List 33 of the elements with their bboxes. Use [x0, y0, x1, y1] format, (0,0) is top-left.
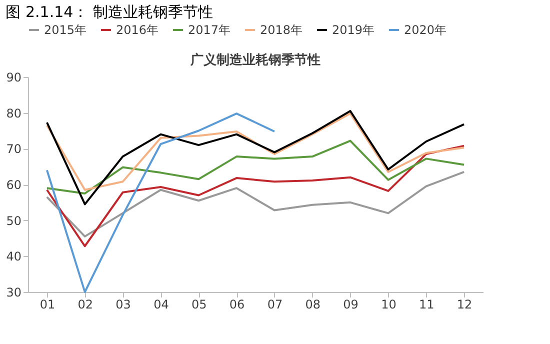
chart-subtitle: 广义制造业耗钢季节性: [190, 52, 320, 68]
y-tick-label: 40: [6, 250, 22, 264]
legend-label: 2018年: [260, 23, 303, 37]
x-tick-label: 08: [305, 298, 321, 312]
x-tick-label: 02: [78, 298, 94, 312]
x-tick-label: 11: [418, 298, 434, 312]
x-tick-label: 01: [40, 298, 56, 312]
x-tick-label: 10: [381, 298, 396, 312]
legend-label: 2015年: [44, 23, 87, 37]
line-series: [46, 110, 466, 206]
y-tick-label: 80: [6, 106, 22, 120]
line-series: [46, 170, 466, 238]
legend-label: 2016年: [116, 23, 159, 37]
legend-label: 2017年: [188, 23, 231, 37]
y-tick-label: 30: [6, 286, 22, 300]
legend-label: 2019年: [332, 23, 375, 37]
line-series: [46, 144, 466, 248]
y-tick-label: 70: [6, 142, 22, 156]
x-tick-label: 12: [456, 298, 472, 312]
line-series: [46, 112, 276, 293]
x-tick-label: 03: [116, 298, 131, 312]
y-tick-label: 60: [6, 178, 22, 192]
x-tick-label: 09: [343, 298, 358, 312]
x-tick-label: 05: [191, 298, 207, 312]
x-tick-label: 04: [154, 298, 169, 312]
x-tick-label: 06: [229, 298, 245, 312]
line-series: [46, 140, 466, 194]
chart-title: 图 2.1.14： 制造业耗钢季节性: [6, 3, 213, 21]
y-tick-label: 50: [6, 214, 22, 228]
line-series: [46, 112, 466, 191]
y-tick-label: 90: [6, 70, 22, 84]
x-tick-label: 07: [267, 298, 283, 312]
legend-label: 2020年: [404, 23, 447, 37]
